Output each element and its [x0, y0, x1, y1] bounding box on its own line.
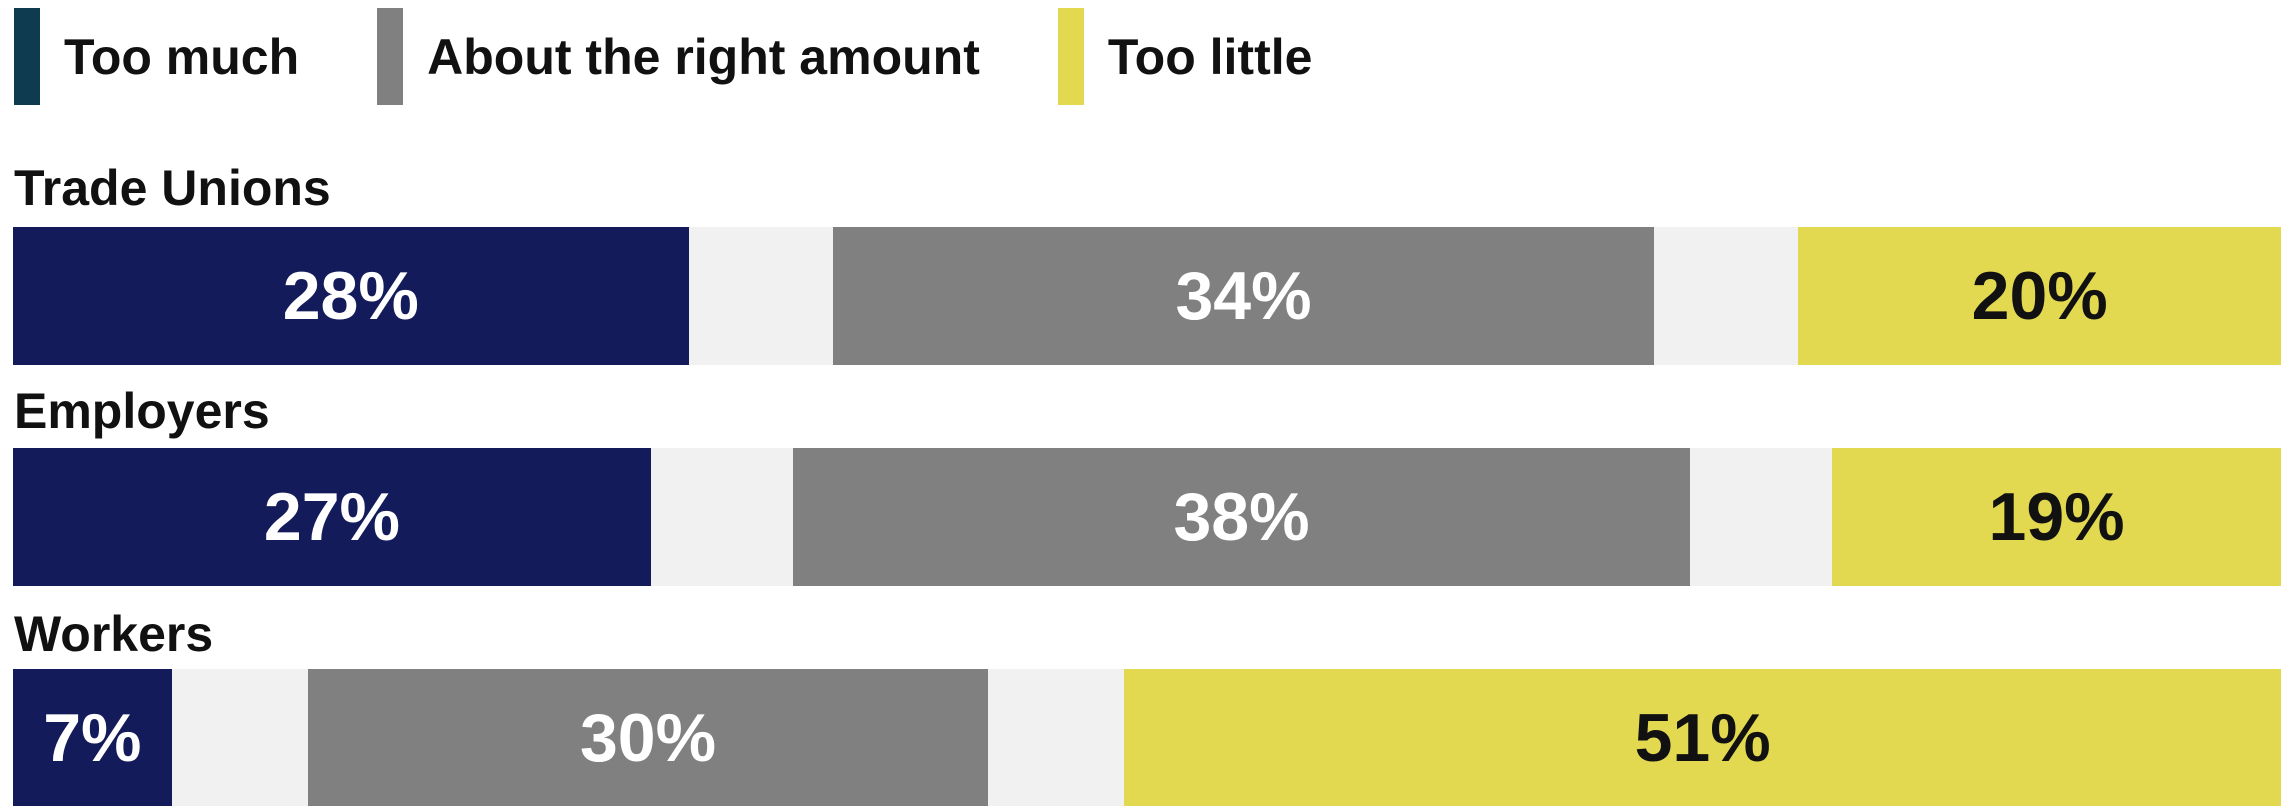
bar-track-trade-unions: 28% 34% 20% — [13, 227, 2281, 365]
data-label-trade-unions-about-right: 34% — [1175, 258, 1312, 334]
bar-track-workers: 7% 30% 51% — [13, 669, 2281, 806]
data-label-workers-about-right: 30% — [579, 700, 717, 776]
bar-segment-employers-too-little: 19% — [1832, 448, 2281, 586]
legend: Too much About the right amount Too litt… — [14, 8, 1390, 105]
data-label-employers-too-little: 19% — [1988, 479, 2125, 555]
data-label-workers-too-much: 7% — [43, 700, 142, 776]
legend-swatch-too-much — [14, 8, 40, 105]
data-label-employers-too-much: 27% — [263, 479, 400, 555]
bar-segment-workers-about-right: 30% — [307, 669, 989, 806]
legend-label-about-right: About the right amount — [427, 28, 980, 85]
legend-swatch-about-right — [377, 8, 404, 105]
row-label-employers: Employers — [14, 383, 270, 439]
legend-label-too-little: Too little — [1107, 28, 1313, 85]
bar-segment-employers-about-right: 38% — [792, 448, 1691, 586]
data-label-trade-unions-too-much: 28% — [282, 258, 419, 334]
bar-segment-employers-too-much: 27% — [13, 448, 651, 586]
bar-segment-trade-unions-too-much: 28% — [13, 227, 689, 365]
legend-label-too-much: Too much — [64, 28, 300, 85]
bar-track-employers: 27% 38% 19% — [13, 448, 2281, 586]
legend-item-about-right: About the right amount — [377, 8, 980, 105]
bar-segment-workers-too-much: 7% — [13, 669, 172, 806]
data-label-trade-unions-too-little: 20% — [1971, 258, 2108, 334]
bar-segment-workers-too-little: 51% — [1124, 669, 2281, 806]
legend-item-too-little: Too little — [1057, 8, 1313, 105]
bar-segment-trade-unions-about-right: 34% — [833, 227, 1654, 365]
legend-item-too-much: Too much — [14, 8, 299, 105]
bar-segment-trade-unions-too-little: 20% — [1798, 227, 2281, 365]
data-label-workers-too-little: 51% — [1634, 700, 1771, 776]
data-label-employers-about-right: 38% — [1173, 479, 1310, 555]
row-label-workers: Workers — [14, 606, 214, 662]
legend-swatch-too-little — [1057, 8, 1084, 105]
row-label-trade-unions: Trade Unions — [14, 160, 331, 216]
